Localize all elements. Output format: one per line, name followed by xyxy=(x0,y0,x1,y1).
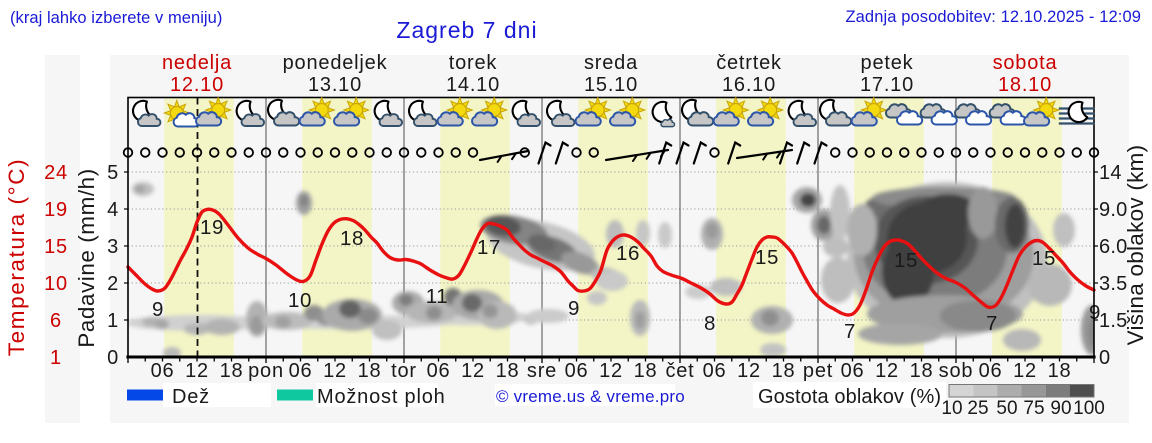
svg-text:11: 11 xyxy=(426,285,448,308)
svg-text:12: 12 xyxy=(461,360,485,382)
svg-text:06: 06 xyxy=(289,360,313,382)
svg-text:Temperatura (°C): Temperatura (°C) xyxy=(4,158,29,356)
svg-text:12: 12 xyxy=(1013,360,1037,382)
svg-text:5: 5 xyxy=(107,162,119,184)
svg-text:pet: pet xyxy=(803,360,833,382)
svg-text:© vreme.us & vreme.pro: © vreme.us & vreme.pro xyxy=(496,387,685,406)
svg-text:14: 14 xyxy=(1099,162,1122,184)
svg-text:sreda: sreda xyxy=(584,52,638,74)
svg-text:Možnost ploh: Možnost ploh xyxy=(317,386,446,408)
svg-text:12: 12 xyxy=(323,360,347,382)
svg-text:90: 90 xyxy=(1050,398,1071,419)
svg-text:0: 0 xyxy=(107,347,119,369)
svg-text:06: 06 xyxy=(703,360,727,382)
svg-text:pon: pon xyxy=(248,360,284,382)
svg-text:15: 15 xyxy=(755,246,779,269)
svg-text:18: 18 xyxy=(634,360,658,382)
svg-text:2: 2 xyxy=(107,273,119,295)
svg-text:tor: tor xyxy=(391,360,417,382)
svg-text:1: 1 xyxy=(107,310,119,332)
svg-text:12: 12 xyxy=(875,360,899,382)
svg-text:18: 18 xyxy=(1048,360,1072,382)
svg-text:8: 8 xyxy=(704,312,716,335)
svg-text:15.10: 15.10 xyxy=(584,74,638,96)
svg-text:24: 24 xyxy=(44,162,68,184)
svg-text:sob: sob xyxy=(939,360,974,382)
svg-text:(kraj lahko izberete v meniju): (kraj lahko izberete v meniju) xyxy=(10,9,222,27)
svg-text:0: 0 xyxy=(1099,347,1110,369)
svg-text:Zagreb 7 dni: Zagreb 7 dni xyxy=(396,17,537,43)
svg-text:sre: sre xyxy=(527,360,557,382)
svg-text:7: 7 xyxy=(844,320,856,343)
svg-text:18: 18 xyxy=(910,360,934,382)
svg-text:100: 100 xyxy=(1073,398,1105,419)
svg-text:13.10: 13.10 xyxy=(308,74,362,96)
svg-text:18: 18 xyxy=(772,360,796,382)
svg-text:06: 06 xyxy=(151,360,175,382)
svg-text:torek: torek xyxy=(449,52,498,74)
svg-text:18: 18 xyxy=(358,360,382,382)
svg-text:Višina oblakov (km): Višina oblakov (km) xyxy=(1123,145,1148,346)
svg-text:18: 18 xyxy=(340,227,364,250)
svg-text:15: 15 xyxy=(44,236,68,258)
svg-text:10: 10 xyxy=(44,273,68,295)
svg-text:17.10: 17.10 xyxy=(860,74,914,96)
svg-text:10: 10 xyxy=(288,289,312,312)
svg-text:19: 19 xyxy=(44,199,68,221)
svg-text:10: 10 xyxy=(941,398,962,419)
svg-text:06: 06 xyxy=(565,360,589,382)
svg-text:16: 16 xyxy=(616,242,640,265)
svg-text:Padavine (mm/h): Padavine (mm/h) xyxy=(74,168,99,348)
svg-text:6.0: 6.0 xyxy=(1099,236,1127,258)
svg-text:Dež: Dež xyxy=(172,386,210,408)
svg-text:12: 12 xyxy=(185,360,209,382)
svg-text:19: 19 xyxy=(200,216,224,239)
svg-text:9: 9 xyxy=(568,297,580,320)
svg-text:Zadnja posodobitev: 12.10.2025: Zadnja posodobitev: 12.10.2025 - 12:09 xyxy=(845,8,1141,26)
svg-text:7: 7 xyxy=(986,312,998,335)
svg-text:12: 12 xyxy=(599,360,623,382)
svg-text:sobota: sobota xyxy=(993,52,1058,74)
svg-text:75: 75 xyxy=(1023,398,1044,419)
svg-text:17: 17 xyxy=(477,236,501,259)
svg-text:14.10: 14.10 xyxy=(446,74,500,96)
svg-text:25: 25 xyxy=(967,398,988,419)
svg-text:12.10: 12.10 xyxy=(170,74,224,96)
svg-text:3: 3 xyxy=(107,236,119,258)
svg-text:Gostota oblakov (%): Gostota oblakov (%) xyxy=(758,386,941,408)
svg-text:četrtek: četrtek xyxy=(716,52,782,74)
svg-text:06: 06 xyxy=(427,360,451,382)
svg-text:4: 4 xyxy=(107,199,119,221)
svg-text:1.5: 1.5 xyxy=(1099,310,1127,332)
svg-text:9: 9 xyxy=(152,298,164,321)
svg-text:16.10: 16.10 xyxy=(722,74,776,96)
svg-text:čet: čet xyxy=(665,360,694,382)
svg-text:18: 18 xyxy=(496,360,520,382)
svg-text:50: 50 xyxy=(996,398,1017,419)
svg-text:18: 18 xyxy=(220,360,244,382)
svg-text:3.5: 3.5 xyxy=(1099,273,1127,295)
svg-text:12: 12 xyxy=(737,360,761,382)
svg-text:15: 15 xyxy=(894,249,918,272)
svg-text:06: 06 xyxy=(841,360,865,382)
svg-text:petek: petek xyxy=(861,52,914,74)
svg-text:1: 1 xyxy=(50,347,62,369)
svg-text:06: 06 xyxy=(979,360,1003,382)
svg-text:ponedeljek: ponedeljek xyxy=(283,52,388,74)
svg-text:18.10: 18.10 xyxy=(998,74,1052,96)
svg-text:6: 6 xyxy=(50,310,62,332)
svg-text:15: 15 xyxy=(1032,247,1056,270)
svg-text:9.0: 9.0 xyxy=(1099,199,1127,221)
svg-text:nedelja: nedelja xyxy=(162,52,232,74)
